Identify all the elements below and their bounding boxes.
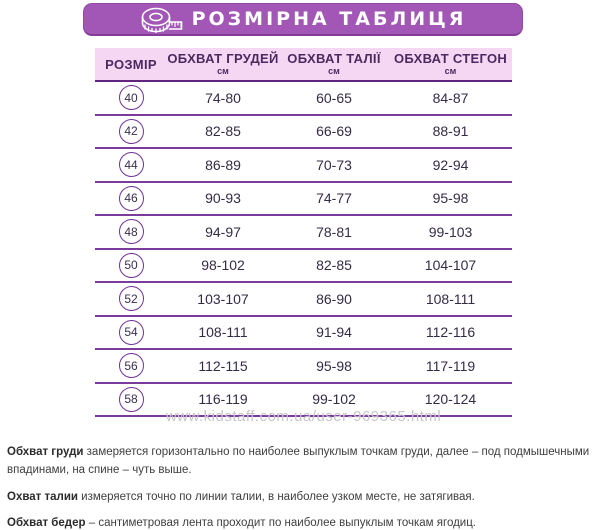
size-chart-title-bar: РОЗМІРНА ТАБЛИЦЯ — [83, 3, 523, 36]
column-header-waist: ОБХВАТ ТАЛІЇ см — [287, 51, 381, 76]
chest-cell: 82-85 — [205, 123, 241, 140]
table-row: 40 74-80 60-65 84-87 — [95, 82, 512, 116]
hips-cell: 112-116 — [425, 324, 476, 341]
waist-cell: 91-94 — [316, 324, 352, 341]
table-row: 52 103-107 86-90 108-111 — [95, 283, 512, 317]
hips-cell: 92-94 — [432, 156, 469, 173]
size-cell: 56 — [95, 353, 167, 379]
chest-cell: 74-80 — [205, 89, 241, 106]
note-term: Охват талии — [7, 490, 78, 503]
note-term: Обхват бедер — [7, 517, 86, 530]
size-cell: 46 — [95, 185, 167, 211]
column-header-chest: ОБХВАТ ГРУДЕЙ см — [167, 51, 279, 76]
waist-cell: 66-69 — [316, 123, 352, 140]
hips-cell: 120-124 — [424, 391, 477, 408]
table-row: 46 90-93 74-77 95-98 — [95, 183, 512, 216]
waist-cell: 60-65 — [316, 89, 352, 106]
measurement-notes: Обхват груди замеряется горизонтально по… — [7, 444, 593, 530]
hips-cell: 117-119 — [425, 357, 476, 374]
note-term: Обхват груди — [7, 446, 84, 458]
size-table-header-row: РОЗМІР ОБХВАТ ГРУДЕЙ см ОБХВАТ ТАЛІЇ см … — [95, 48, 512, 82]
hips-cell: 104-107 — [424, 257, 477, 274]
size-badge: 56 — [118, 353, 144, 379]
hips-cell: 108-111 — [425, 290, 476, 307]
size-badge: 54 — [118, 319, 144, 345]
hips-cell: 84-87 — [432, 89, 469, 106]
size-table: РОЗМІР ОБХВАТ ГРУДЕЙ см ОБХВАТ ТАЛІЇ см … — [95, 48, 512, 417]
size-cell: 40 — [95, 85, 167, 111]
measuring-tape-icon — [141, 7, 182, 34]
note-text: измеряется точно по линии талии, в наибо… — [77, 490, 475, 503]
waist-cell: 95-98 — [316, 357, 352, 374]
table-row: 56 112-115 95-98 117-119 — [95, 350, 512, 384]
size-cell: 48 — [95, 219, 167, 245]
hips-cell: 88-91 — [432, 123, 469, 140]
chest-cell: 86-89 — [205, 156, 241, 173]
size-cell: 54 — [95, 319, 167, 345]
size-cell: 58 — [95, 386, 167, 412]
waist-cell: 70-73 — [316, 156, 352, 173]
table-row: 42 82-85 66-69 88-91 — [95, 116, 512, 149]
size-badge: 46 — [118, 185, 144, 211]
size-cell: 50 — [95, 252, 167, 278]
chest-cell: 112-115 — [198, 357, 248, 374]
waist-cell: 82-85 — [316, 257, 352, 274]
table-row: 54 108-111 91-94 112-116 — [95, 317, 512, 350]
chest-cell: 116-119 — [198, 391, 248, 408]
size-badge: 40 — [118, 85, 144, 111]
size-cell: 52 — [95, 286, 167, 312]
table-row: 48 94-97 78-81 99-103 — [95, 216, 512, 250]
chest-cell: 94-97 — [205, 223, 241, 240]
column-header-hips: ОБХВАТ СТЕГОН см — [393, 51, 508, 76]
note-text: замеряется горизонтально по наиболее вып… — [7, 446, 590, 476]
size-badge: 44 — [118, 152, 144, 178]
chest-cell: 98-102 — [201, 257, 245, 274]
hips-cell: 95-98 — [432, 190, 469, 207]
waist-cell: 99-102 — [312, 391, 356, 408]
size-badge: 48 — [118, 219, 144, 245]
chest-cell: 103-107 — [197, 290, 249, 307]
measurement-note: Обхват груди замеряется горизонтально по… — [7, 444, 593, 480]
size-badge: 58 — [118, 386, 144, 412]
table-row: 58 116-119 99-102 120-124 — [95, 384, 512, 417]
note-text: – сантиметровая лента проходит по наибол… — [85, 517, 477, 530]
column-header-size: РОЗМІР — [105, 56, 157, 72]
size-badge: 52 — [118, 286, 144, 312]
size-cell: 44 — [95, 152, 167, 178]
waist-cell: 74-77 — [316, 190, 352, 207]
table-row: 50 98-102 82-85 104-107 — [95, 250, 512, 283]
size-cell: 42 — [95, 118, 167, 144]
measurement-note: Охват талии измеряется точно по линии та… — [7, 489, 593, 507]
hips-cell: 99-103 — [428, 223, 473, 240]
chest-cell: 108-111 — [198, 324, 248, 341]
measurement-note: Обхват бедер – сантиметровая лента прохо… — [7, 515, 593, 530]
chest-cell: 90-93 — [205, 190, 241, 207]
size-table-body: 40 74-80 60-65 84-87 42 82-85 66-69 88-9… — [95, 82, 512, 417]
size-badge: 42 — [118, 118, 144, 144]
waist-cell: 78-81 — [316, 223, 352, 240]
table-row: 44 86-89 70-73 92-94 — [95, 149, 512, 183]
waist-cell: 86-90 — [316, 290, 352, 307]
page-title: РОЗМІРНА ТАБЛИЦЯ — [191, 8, 467, 30]
size-badge: 50 — [118, 252, 144, 278]
